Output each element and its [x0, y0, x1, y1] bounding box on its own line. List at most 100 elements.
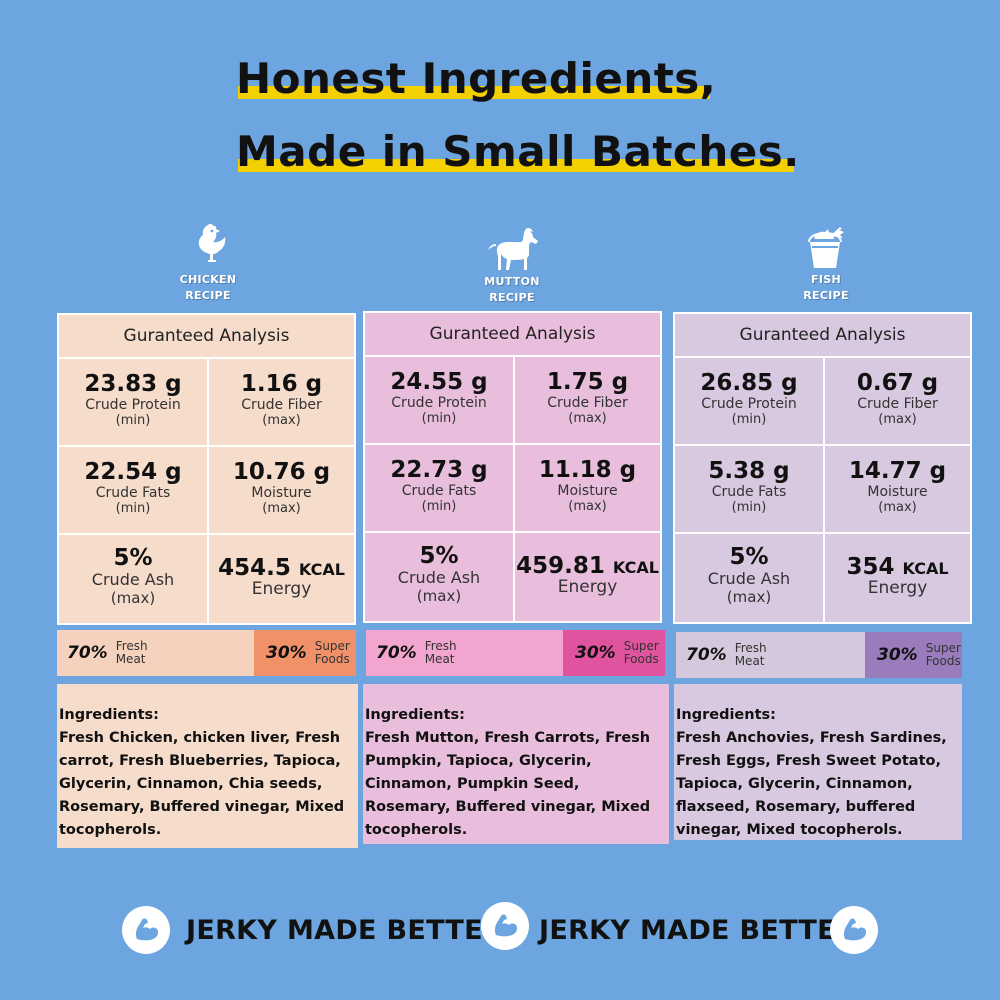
- ingredients-title: Ingredients:: [365, 707, 465, 723]
- meat-percentage: 70%: [376, 643, 417, 663]
- ingredients-list: Fresh Chicken, chicken liver, Fresh carr…: [59, 730, 345, 838]
- headline-line-2: Made in Small Batches.: [236, 127, 800, 176]
- fats-cell: 22.73 g Crude Fats (min): [365, 445, 515, 533]
- fats-value: 22.54 g: [84, 459, 182, 485]
- meat-label: Fresh Meat: [424, 639, 457, 666]
- energy-value: 454.5 KCAL: [218, 555, 345, 581]
- protein-value: 24.55 g: [390, 369, 488, 395]
- energy-unit: KCAL: [612, 558, 659, 577]
- moisture-qualifier: (max): [878, 500, 917, 515]
- moisture-value: 10.76 g: [232, 459, 331, 485]
- recipe-label: MUTTON RECIPE: [484, 275, 540, 304]
- energy-cell: 459.81 KCAL Energy: [515, 533, 660, 621]
- fats-value: 22.73 g: [390, 457, 488, 483]
- fats-cell: 22.54 g Crude Fats (min): [59, 447, 209, 535]
- superfood-label: Super Foods: [314, 639, 350, 666]
- energy-cell: 354 KCAL Energy: [825, 534, 970, 622]
- ash-value: 5%: [419, 543, 459, 569]
- protein-value: 26.85 g: [700, 370, 798, 396]
- recipe-label: CHICKEN RECIPE: [179, 273, 237, 302]
- ash-label: Crude Ash: [707, 569, 791, 588]
- fiber-cell: 0.67 g Crude Fiber (max): [825, 358, 970, 446]
- moisture-label: Moisture: [557, 483, 618, 499]
- energy-label: Energy: [557, 577, 618, 597]
- ash-cell: 5% Crude Ash (max): [675, 534, 825, 622]
- moisture-value: 14.77 g: [848, 458, 947, 484]
- fish-analysis-card: Guranteed Analysis 26.85 g Crude Protein…: [673, 312, 972, 624]
- meat-percentage: 70%: [67, 643, 108, 663]
- protein-label: Crude Protein: [701, 396, 797, 412]
- ash-cell: 5% Crude Ash (max): [365, 533, 515, 621]
- ash-value: 5%: [729, 544, 769, 570]
- energy-label: Energy: [251, 579, 312, 599]
- chicken-recipe-header: CHICKEN RECIPE: [148, 222, 268, 304]
- highlight-stripe: [238, 86, 711, 99]
- fresh-meat-segment: 70% Fresh Meat: [676, 632, 865, 678]
- moisture-qualifier: (max): [262, 501, 301, 516]
- analysis-title: Guranteed Analysis: [675, 314, 970, 358]
- superfood-percentage: 30%: [877, 645, 918, 665]
- fiber-value: 1.16 g: [240, 371, 323, 397]
- fats-value: 5.38 g: [708, 458, 790, 484]
- fats-qualifier: (min): [115, 501, 151, 516]
- moisture-cell: 14.77 g Moisture (max): [825, 446, 970, 534]
- chicken-ingredients: Ingredients: Fresh Chicken, chicken live…: [57, 684, 358, 848]
- fats-qualifier: (min): [731, 500, 767, 515]
- fiber-label: Crude Fiber: [857, 396, 938, 412]
- energy-value: 459.81 KCAL: [516, 553, 659, 579]
- ingredients-list: Fresh Anchovies, Fresh Sardines, Fresh E…: [676, 730, 947, 838]
- fiber-cell: 1.75 g Crude Fiber (max): [515, 357, 660, 445]
- fats-label: Crude Fats: [95, 485, 171, 501]
- moisture-label: Moisture: [251, 485, 312, 501]
- mutton-recipe-header: MUTTON RECIPE: [452, 226, 572, 306]
- ingredients-title: Ingredients:: [676, 707, 776, 723]
- fats-qualifier: (min): [421, 499, 457, 514]
- protein-cell: 26.85 g Crude Protein (min): [675, 358, 825, 446]
- chicken-icon: [198, 223, 226, 262]
- superfood-percentage: 30%: [266, 643, 307, 663]
- protein-cell: 24.55 g Crude Protein (min): [365, 357, 515, 445]
- protein-label: Crude Protein: [391, 395, 487, 411]
- ash-cell: 5% Crude Ash (max): [59, 535, 209, 623]
- fats-label: Crude Fats: [711, 484, 787, 500]
- ash-qualifier: (max): [726, 588, 772, 606]
- superfood-label: Super Foods: [925, 641, 961, 668]
- ash-label: Crude Ash: [91, 570, 175, 589]
- moisture-value: 11.18 g: [538, 457, 637, 483]
- protein-qualifier: (min): [421, 411, 457, 426]
- superfood-segment: 30% Super Foods: [254, 630, 356, 676]
- fiber-qualifier: (max): [878, 412, 917, 427]
- mutton-ingredients: Ingredients: Fresh Mutton, Fresh Carrots…: [363, 684, 669, 844]
- analysis-title: Guranteed Analysis: [365, 313, 660, 357]
- goat-icon: [488, 228, 538, 270]
- energy-cell: 454.5 KCAL Energy: [209, 535, 354, 623]
- protein-qualifier: (min): [731, 412, 767, 427]
- fish-ingredients: Ingredients: Fresh Anchovies, Fresh Sard…: [674, 684, 962, 840]
- fish-bucket-icon: [808, 227, 844, 268]
- meat-percentage: 70%: [686, 645, 727, 665]
- moisture-label: Moisture: [867, 484, 928, 500]
- fiber-qualifier: (max): [262, 413, 301, 428]
- footer-banner: JERKY MADE BETTER JERKY MADE BETTER: [0, 902, 1000, 956]
- superfood-segment: 30% Super Foods: [563, 630, 665, 676]
- fats-label: Crude Fats: [401, 483, 477, 499]
- ingredients-list: Fresh Mutton, Fresh Carrots, Fresh Pumpk…: [365, 730, 651, 838]
- fiber-label: Crude Fiber: [241, 397, 322, 413]
- mutton-analysis-card: Guranteed Analysis 24.55 g Crude Protein…: [363, 311, 662, 623]
- superfood-segment: 30% Super Foods: [865, 632, 962, 678]
- ash-qualifier: (max): [110, 589, 156, 607]
- energy-value: 354 KCAL: [846, 554, 949, 580]
- protein-label: Crude Protein: [85, 397, 181, 413]
- energy-label: Energy: [867, 578, 928, 598]
- protein-value: 23.83 g: [84, 371, 182, 397]
- superfood-percentage: 30%: [575, 643, 616, 663]
- fresh-meat-segment: 70% Fresh Meat: [57, 630, 254, 676]
- protein-cell: 23.83 g Crude Protein (min): [59, 359, 209, 447]
- superfood-label: Super Foods: [623, 639, 659, 666]
- mutton-ratio-bar: 70% Fresh Meat 30% Super Foods: [366, 630, 665, 676]
- meat-label: Fresh Meat: [734, 641, 767, 668]
- chicken-ratio-bar: 70% Fresh Meat 30% Super Foods: [57, 630, 356, 676]
- chicken-analysis-card: Guranteed Analysis 23.83 g Crude Protein…: [57, 313, 356, 625]
- fiber-value: 1.75 g: [546, 369, 629, 395]
- fiber-qualifier: (max): [568, 411, 607, 426]
